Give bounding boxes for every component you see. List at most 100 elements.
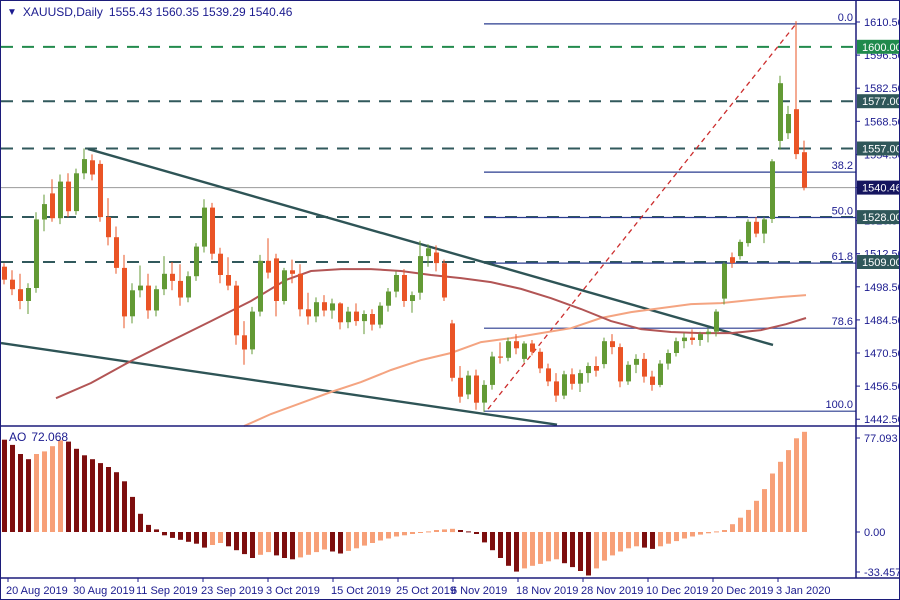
candle-body: [434, 252, 439, 264]
candle-body: [394, 275, 399, 292]
ao-bar: [234, 532, 239, 551]
ao-bar: [138, 513, 143, 532]
candle-body: [138, 285, 143, 291]
ao-bar: [74, 448, 79, 532]
ao-bar: [578, 532, 583, 571]
candle-body: [186, 276, 191, 298]
candle-body: [442, 263, 447, 298]
date-label: 20 Dec 2019: [711, 585, 773, 597]
candle-body: [490, 356, 495, 385]
ao-bar: [538, 532, 543, 564]
price-badge: [857, 39, 899, 54]
candle-body: [482, 384, 487, 403]
ao-bar: [218, 532, 223, 543]
candle-body: [202, 207, 207, 247]
ao-bar: [458, 530, 463, 532]
candle-body: [370, 314, 375, 325]
price-tick-label: 1456.50: [864, 381, 900, 393]
candle-body: [362, 314, 367, 322]
candle-body: [666, 353, 671, 364]
projection-trendline[interactable]: [487, 23, 797, 410]
candle-body: [210, 207, 215, 254]
ao-bar: [642, 532, 647, 548]
candle-body: [474, 375, 479, 403]
candle-body: [730, 257, 735, 264]
ao-bar: [570, 532, 575, 568]
price-tick-label: 1582.50: [864, 83, 900, 95]
candle-body: [50, 193, 55, 219]
candle-body: [706, 331, 711, 335]
candle-body: [386, 291, 391, 306]
price-tick-label: 1484.50: [864, 315, 900, 327]
price-badge-label: 1600.00: [862, 42, 900, 54]
candle-body: [498, 356, 503, 358]
ao-bar: [634, 532, 639, 547]
candle-body: [714, 311, 719, 332]
ao-bar: [546, 532, 551, 562]
ao-bar: [362, 532, 367, 546]
candle-body: [114, 237, 119, 268]
fib-label-61.8: 61.8: [832, 251, 853, 263]
ao-bar: [650, 532, 655, 549]
candle-body: [274, 258, 279, 301]
price-axis-badges: 1600.00 1577.00 1557.00 1540.46 1528.00 1509.…: [857, 39, 900, 269]
fib-label-38.2: 38.2: [832, 160, 853, 172]
candle-body: [298, 273, 303, 310]
ao-tick-label: -33.457: [864, 567, 900, 579]
candle-body: [674, 341, 679, 353]
candle-body: [522, 343, 527, 359]
ao-bar: [346, 532, 351, 551]
ao-tick-label: 0.00: [864, 527, 885, 539]
ao-bar: [34, 454, 39, 532]
candle-body: [18, 289, 23, 301]
fib-label-78.6: 78.6: [832, 316, 853, 328]
ao-bar: [762, 489, 767, 532]
ao-bar: [210, 532, 215, 545]
ao-bar: [586, 532, 591, 576]
symbol-dropdown-icon[interactable]: ▼: [7, 6, 17, 18]
fib-label-50.0: 50.0: [832, 206, 853, 218]
candle-body: [770, 161, 775, 219]
candle-body: [346, 311, 351, 323]
ao-bar: [402, 532, 407, 536]
trendline-2[interactable]: [1, 341, 558, 426]
date-label: 18 Nov 2019: [516, 585, 578, 597]
ao-bar: [26, 459, 31, 532]
ao-bar: [106, 467, 111, 532]
trendline-1[interactable]: [87, 147, 774, 347]
candle-body: [282, 270, 287, 301]
fib-label-0.0: 0.0: [838, 12, 853, 24]
ao-bar: [770, 473, 775, 532]
candle-body: [26, 288, 31, 301]
ao-bar: [178, 532, 183, 540]
ao-bar: [274, 532, 279, 556]
candle-body: [690, 337, 695, 340]
ao-bar: [10, 444, 15, 532]
ao-bar: [58, 440, 63, 532]
candle-body: [226, 275, 231, 286]
fib-label-100.0: 100.0: [825, 399, 853, 411]
moving-average-slow: [243, 294, 807, 428]
candle-body: [90, 160, 95, 175]
candle-body: [170, 273, 175, 281]
ao-bar: [802, 431, 807, 532]
candle-body: [738, 241, 743, 257]
candle-body: [2, 266, 7, 280]
candle-body: [746, 221, 751, 244]
candle-body: [594, 366, 599, 371]
ao-bar: [602, 532, 607, 561]
candle-body: [722, 263, 727, 299]
ao-bar: [690, 532, 695, 537]
ao-axis: 77.093 0.00 -33.457: [856, 433, 900, 579]
ao-bar: [682, 532, 687, 539]
ao-bar: [378, 532, 383, 541]
candle-body: [66, 181, 71, 212]
date-label: 11 Sep 2019: [136, 585, 198, 597]
candle-body: [802, 152, 807, 188]
ao-bar: [610, 532, 615, 556]
candle-body: [154, 289, 159, 311]
fibonacci-retracement[interactable]: 0.0 38.2 50.0 61.8 78.6 100.0: [484, 12, 856, 412]
ao-bar: [754, 500, 759, 532]
candle-body: [98, 163, 103, 218]
